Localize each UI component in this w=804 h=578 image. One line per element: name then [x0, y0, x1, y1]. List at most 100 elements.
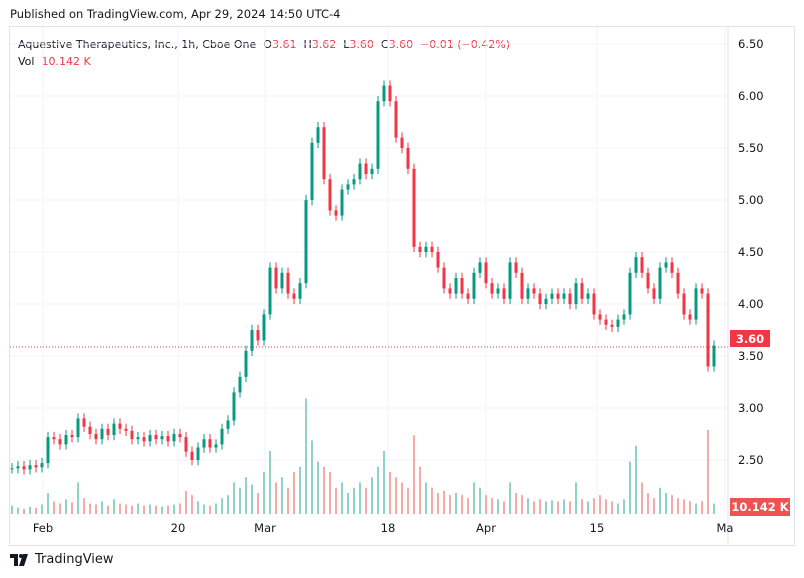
volume-bar — [599, 495, 601, 514]
candle-body — [442, 267, 446, 289]
candle-body — [322, 127, 326, 180]
volume-bar — [35, 507, 37, 514]
candle-body — [274, 267, 278, 289]
candle-body — [670, 262, 674, 273]
candle-body — [376, 101, 380, 169]
volume-bar — [17, 507, 19, 514]
candle-body — [538, 293, 542, 304]
y-tick-label: 4.00 — [738, 297, 764, 311]
candle-body — [172, 434, 176, 442]
volume-bar — [695, 503, 697, 514]
volume-bar — [431, 487, 433, 514]
volume-bar — [479, 487, 481, 514]
candle-body — [136, 437, 140, 440]
candle-body — [10, 468, 14, 470]
volume-bar — [635, 445, 637, 514]
candle-body — [508, 262, 512, 299]
volume-bar — [185, 490, 187, 514]
candle-body — [82, 418, 86, 427]
x-tick-label: 18 — [381, 521, 396, 535]
volume-bar — [221, 498, 223, 514]
x-tick-label: Apr — [476, 521, 496, 535]
volume-bar — [437, 493, 439, 514]
candle-body — [34, 465, 38, 468]
volume-bar — [203, 504, 205, 514]
y-tick-label: 6.50 — [738, 37, 764, 51]
volume-bar — [83, 498, 85, 514]
volume-bar — [113, 499, 115, 514]
volume-bar — [281, 477, 283, 514]
volume-bar — [65, 499, 67, 514]
candle-body — [154, 435, 158, 440]
volume-bar — [305, 398, 307, 514]
volume-bar — [371, 477, 373, 514]
volume-bar — [545, 501, 547, 514]
candle-body — [520, 272, 524, 299]
candle-body — [472, 272, 476, 299]
candle-body — [202, 439, 206, 448]
candle-body — [190, 451, 194, 460]
volume-bar — [131, 505, 133, 514]
volume-bar — [443, 490, 445, 514]
volume-bar — [143, 505, 145, 514]
volume-bar — [641, 482, 643, 514]
candle-body — [436, 252, 440, 268]
volume-bar — [377, 466, 379, 514]
candle-body — [334, 210, 338, 216]
candle-body — [304, 200, 308, 284]
price-badge — [730, 330, 770, 347]
volume-bar — [77, 482, 79, 514]
volume-bar — [617, 503, 619, 514]
candle-body — [370, 168, 374, 174]
volume-bar — [299, 466, 301, 514]
volume-bar — [161, 506, 163, 514]
volume-bar — [311, 440, 313, 514]
candle-body — [142, 437, 146, 442]
volume-badge — [730, 498, 790, 516]
candle-body — [580, 283, 584, 299]
candle-body — [280, 272, 284, 289]
candle-body — [478, 262, 482, 273]
candle-body — [196, 447, 200, 460]
candle-body — [556, 293, 560, 299]
volume-bar — [29, 506, 31, 514]
candle-body — [676, 272, 680, 294]
candle-body — [148, 435, 152, 442]
volume-bar — [365, 487, 367, 514]
candle-body — [586, 293, 590, 299]
volume-bar — [563, 499, 565, 514]
candle-body — [232, 392, 236, 421]
candle-body — [568, 293, 572, 304]
candle-body — [484, 262, 488, 284]
volume-bar — [173, 504, 175, 514]
volume-bar — [551, 500, 553, 514]
volume-bar — [497, 499, 499, 514]
volume-bar — [197, 501, 199, 514]
volume-bar — [269, 451, 271, 514]
volume-bar — [101, 501, 103, 514]
y-tick-label: 5.50 — [738, 141, 764, 155]
volume-bar — [119, 503, 121, 514]
volume-bar — [395, 477, 397, 514]
tradingview-brand[interactable]: TradingView — [10, 552, 114, 567]
candle-body — [268, 267, 272, 315]
volume-bar — [569, 501, 571, 514]
chart-frame[interactable] — [9, 26, 795, 546]
candle-body — [28, 465, 32, 470]
volume-bar — [677, 498, 679, 514]
candle-body — [16, 466, 20, 469]
volume-bar — [533, 501, 535, 514]
volume-bar — [179, 503, 181, 514]
brand-text: TradingView — [35, 552, 114, 567]
volume-bar — [257, 493, 259, 514]
candle-body — [100, 428, 104, 440]
candle-body — [562, 293, 566, 299]
candle-body — [364, 163, 368, 174]
x-tick-label: 20 — [171, 521, 186, 535]
candle-body — [22, 466, 26, 470]
volume-bar — [623, 499, 625, 514]
candle-body — [52, 437, 56, 440]
candle-body — [94, 434, 98, 440]
volume-bar — [491, 498, 493, 514]
